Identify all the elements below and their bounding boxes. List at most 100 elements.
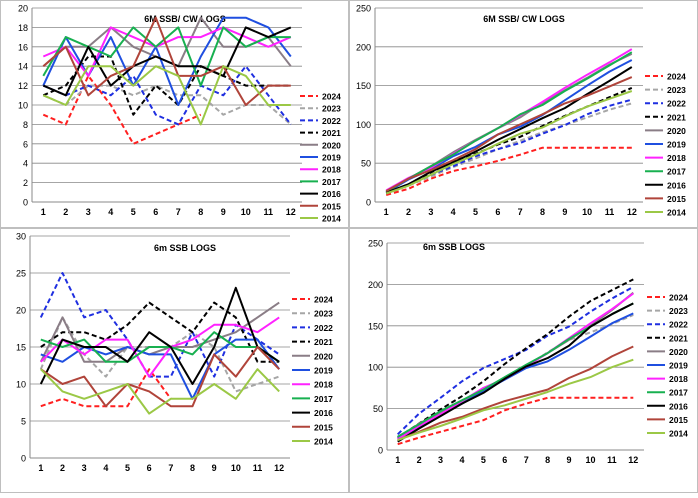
legend-label-2024: 2024 bbox=[314, 295, 333, 305]
legend-label-2018: 2018 bbox=[322, 165, 341, 175]
x-tick-label: 10 bbox=[241, 207, 251, 217]
legend-label-2015: 2015 bbox=[669, 415, 688, 425]
panel-bottom-right: 0 50 100 150 200 250 1 2 3 4 5 6 7 8 9 10 11 12 6m SSB LOG… bbox=[349, 228, 698, 493]
y-tick-label: 15 bbox=[16, 343, 26, 353]
legend-label-2019: 2019 bbox=[314, 366, 333, 376]
x-tick-label: 9 bbox=[221, 207, 226, 217]
legend-label-2017: 2017 bbox=[667, 167, 686, 177]
y-tick-label: 20 bbox=[18, 4, 28, 14]
chart-title: 6m SSB LOGS bbox=[423, 242, 485, 252]
x-tick-label: 10 bbox=[585, 455, 595, 465]
y-tick-label: 18 bbox=[18, 23, 28, 33]
x-tick-label: 7 bbox=[168, 463, 173, 473]
y-tick-label: 12 bbox=[18, 81, 28, 91]
y-tick-label: 14 bbox=[18, 62, 28, 72]
x-tick-label: 4 bbox=[459, 455, 464, 465]
legend-label-2017: 2017 bbox=[322, 177, 341, 187]
x-tick-label: 9 bbox=[562, 207, 567, 217]
legend-label-2016: 2016 bbox=[314, 408, 333, 418]
y-tick-label: 200 bbox=[368, 280, 383, 290]
series-line-2016 bbox=[385, 66, 633, 194]
legend-label-2021: 2021 bbox=[667, 112, 686, 122]
series-line-2014 bbox=[397, 358, 634, 442]
x-tick-label: 12 bbox=[628, 455, 638, 465]
legend-label-2020: 2020 bbox=[322, 140, 341, 150]
x-tick-label: 5 bbox=[473, 207, 478, 217]
series-line-2014 bbox=[385, 90, 633, 195]
legend-label-2014: 2014 bbox=[322, 214, 341, 224]
x-tick-label: 9 bbox=[567, 455, 572, 465]
x-tick-label: 5 bbox=[131, 207, 136, 217]
y-tick-label: 4 bbox=[23, 159, 28, 169]
series-line-2022 bbox=[39, 272, 280, 378]
legend-label-2022: 2022 bbox=[669, 320, 688, 330]
y-tick-label: 10 bbox=[16, 380, 26, 390]
y-tick-label: 0 bbox=[21, 454, 26, 464]
x-tick-label: 9 bbox=[212, 463, 217, 473]
x-tick-label: 1 bbox=[395, 455, 400, 465]
y-tick-label: 10 bbox=[18, 101, 28, 111]
series-line-2020 bbox=[39, 301, 280, 363]
x-tick-label: 12 bbox=[286, 207, 296, 217]
y-tick-label: 250 bbox=[368, 239, 383, 249]
legend-label-2015: 2015 bbox=[314, 422, 333, 432]
x-tick-label: 2 bbox=[63, 207, 68, 217]
legend-label-2020: 2020 bbox=[669, 347, 688, 357]
x-tick-label: 11 bbox=[253, 463, 263, 473]
series-line-2021 bbox=[397, 278, 634, 439]
series-line-2015 bbox=[397, 345, 634, 442]
legend-label-2018: 2018 bbox=[667, 153, 686, 163]
y-tick-label: 2 bbox=[23, 178, 28, 188]
x-tick-label: 10 bbox=[231, 463, 241, 473]
legend-label-2015: 2015 bbox=[667, 194, 686, 204]
x-tick-label: 1 bbox=[384, 207, 389, 217]
series-line-2024 bbox=[385, 146, 632, 196]
legend-label-2022: 2022 bbox=[667, 99, 686, 109]
legend-label-2016: 2016 bbox=[667, 180, 686, 190]
series-line-2017 bbox=[42, 26, 291, 87]
legend-label-2024: 2024 bbox=[322, 92, 341, 102]
legend-label-2018: 2018 bbox=[669, 374, 688, 384]
legend-label-2023: 2023 bbox=[669, 306, 688, 316]
legend-label-2017: 2017 bbox=[314, 394, 333, 404]
chart-title: 6m SSB LOGS bbox=[154, 243, 216, 253]
y-tick-label: 5 bbox=[21, 417, 26, 427]
series-line-2017 bbox=[385, 51, 633, 193]
x-tick-label: 6 bbox=[147, 463, 152, 473]
legend-label-2014: 2014 bbox=[669, 429, 688, 439]
series-line-2023 bbox=[385, 102, 633, 195]
legend-label-2020: 2020 bbox=[667, 126, 686, 136]
y-tick-label: 100 bbox=[356, 120, 371, 130]
x-tick-label: 3 bbox=[86, 207, 91, 217]
series-line-2024 bbox=[397, 396, 634, 446]
x-tick-label: 7 bbox=[518, 207, 523, 217]
y-tick-label: 30 bbox=[16, 232, 26, 242]
y-tick-label: 50 bbox=[361, 159, 371, 169]
series-line-2015 bbox=[40, 346, 280, 408]
x-tick-label: 6 bbox=[495, 207, 500, 217]
legend-label-2023: 2023 bbox=[667, 85, 686, 95]
y-tick-label: 0 bbox=[23, 198, 28, 208]
x-tick-label: 11 bbox=[263, 207, 273, 217]
series-line-2019 bbox=[40, 338, 281, 400]
series-line-2016 bbox=[42, 26, 292, 97]
x-tick-label: 7 bbox=[524, 455, 529, 465]
y-tick-label: 16 bbox=[18, 42, 28, 52]
panel-border bbox=[0, 0, 349, 228]
panel-border bbox=[349, 228, 698, 493]
x-tick-label: 4 bbox=[103, 463, 108, 473]
series-line-2015 bbox=[385, 76, 633, 192]
legend-label-2017: 2017 bbox=[669, 388, 688, 398]
y-tick-label: 150 bbox=[368, 321, 383, 331]
chart-title: 6M SSB/ CW LOGS bbox=[144, 14, 226, 24]
y-tick-label: 50 bbox=[373, 404, 383, 414]
legend-label-2021: 2021 bbox=[314, 337, 333, 347]
x-tick-label: 7 bbox=[176, 207, 181, 217]
series-line-2016 bbox=[397, 302, 634, 443]
y-tick-label: 100 bbox=[368, 363, 383, 373]
y-tick-label: 6 bbox=[23, 139, 28, 149]
y-tick-label: 0 bbox=[378, 446, 383, 456]
